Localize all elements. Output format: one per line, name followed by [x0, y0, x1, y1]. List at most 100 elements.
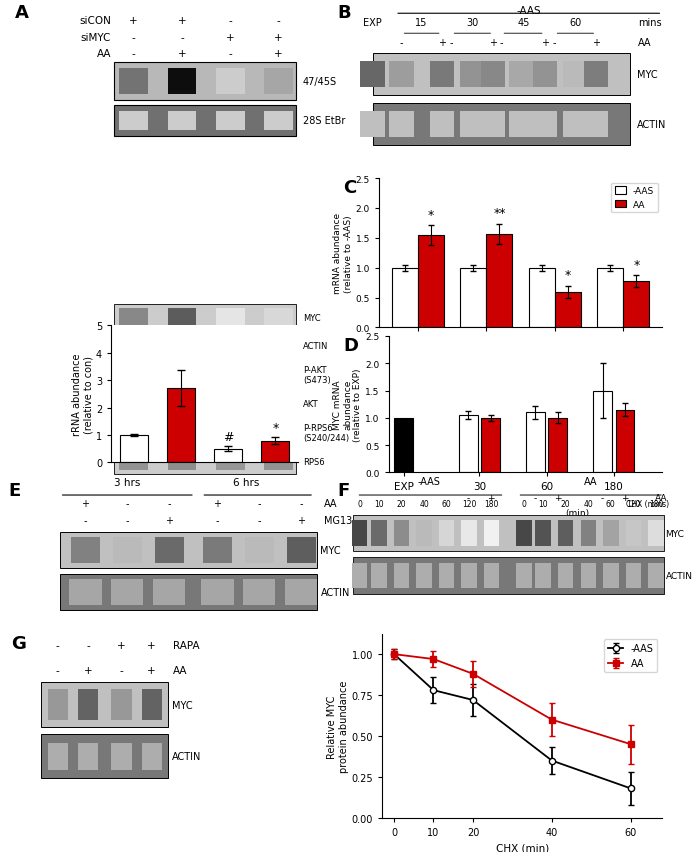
Bar — [458, 416, 477, 473]
Bar — [287, 538, 316, 563]
Text: 30: 30 — [466, 18, 479, 28]
Text: +: + — [489, 37, 497, 48]
Bar — [548, 418, 567, 473]
Text: -: - — [258, 515, 261, 526]
Text: 0: 0 — [522, 499, 526, 509]
Text: AA: AA — [323, 498, 337, 509]
Bar — [167, 308, 197, 326]
Text: ACTIN: ACTIN — [321, 587, 350, 597]
Text: -AAS: -AAS — [417, 476, 440, 486]
Text: -: - — [125, 515, 129, 526]
Text: +: + — [130, 16, 138, 26]
Text: -: - — [56, 640, 60, 650]
Bar — [216, 69, 245, 95]
Bar — [264, 395, 293, 413]
Bar — [626, 563, 641, 588]
Bar — [352, 563, 368, 588]
Bar — [167, 389, 195, 463]
Bar — [430, 112, 454, 138]
Y-axis label: Relative MYC
protein abundance: Relative MYC protein abundance — [327, 680, 349, 773]
Bar — [372, 104, 630, 146]
Bar — [360, 112, 384, 138]
Bar — [481, 112, 505, 138]
Bar — [114, 419, 296, 446]
Text: 6 hrs: 6 hrs — [233, 478, 260, 487]
Text: +: + — [297, 515, 305, 526]
Bar — [394, 418, 413, 473]
Text: 3 hrs: 3 hrs — [114, 478, 141, 487]
X-axis label: CHX (min): CHX (min) — [496, 843, 549, 852]
Bar — [584, 61, 608, 88]
Text: -: - — [300, 498, 303, 509]
Bar — [167, 112, 197, 130]
Bar — [111, 743, 132, 770]
Text: 15: 15 — [414, 18, 427, 28]
Text: 60: 60 — [569, 18, 582, 28]
Text: -: - — [553, 37, 556, 48]
Text: ACTIN: ACTIN — [172, 751, 201, 762]
Text: +: + — [214, 498, 221, 509]
Bar — [533, 112, 557, 138]
Text: *: * — [428, 208, 434, 222]
Text: -: - — [180, 32, 184, 43]
Bar — [516, 563, 531, 588]
Text: -: - — [228, 49, 232, 59]
Bar — [114, 448, 296, 475]
Text: (min): (min) — [566, 509, 590, 517]
Text: 20: 20 — [397, 499, 406, 509]
Bar — [119, 366, 148, 384]
Bar — [580, 563, 596, 588]
Bar — [60, 574, 317, 611]
Y-axis label: MYC mRNA
abundance
(relative to EXP): MYC mRNA abundance (relative to EXP) — [332, 368, 363, 441]
Bar — [558, 563, 573, 588]
Text: -: - — [86, 640, 90, 650]
Bar — [167, 395, 197, 413]
Bar — [648, 563, 664, 588]
Text: MYC: MYC — [666, 529, 685, 538]
Y-axis label: rRNA abundance
(relative to con): rRNA abundance (relative to con) — [71, 354, 93, 435]
Text: **: ** — [494, 207, 505, 220]
Bar — [416, 521, 432, 546]
Bar — [216, 366, 245, 384]
Text: +: + — [274, 49, 283, 59]
Bar — [202, 579, 234, 605]
Text: ACTIN: ACTIN — [302, 342, 328, 351]
Bar — [264, 69, 293, 95]
Bar — [264, 308, 293, 326]
Bar — [481, 61, 505, 88]
Text: *: * — [565, 269, 571, 282]
Text: -: - — [216, 515, 219, 526]
Text: +: + — [147, 640, 156, 650]
Text: -: - — [258, 498, 261, 509]
Bar — [155, 538, 183, 563]
Text: MYC: MYC — [321, 545, 341, 556]
Bar — [119, 452, 148, 470]
Text: MYC: MYC — [172, 699, 193, 710]
Bar — [564, 61, 587, 88]
Text: RAPA: RAPA — [174, 640, 200, 650]
Bar — [564, 112, 587, 138]
Text: +: + — [226, 32, 234, 43]
Text: 40: 40 — [583, 499, 593, 509]
Bar — [119, 69, 148, 95]
Text: +: + — [274, 32, 283, 43]
Text: +: + — [117, 640, 126, 650]
Bar — [71, 538, 100, 563]
Bar — [481, 418, 500, 473]
Bar — [394, 563, 410, 588]
Bar — [120, 435, 148, 463]
Bar — [371, 521, 386, 546]
Text: 0: 0 — [357, 499, 362, 509]
Bar — [418, 236, 444, 328]
Text: 10: 10 — [374, 499, 384, 509]
Text: *: * — [272, 422, 279, 435]
Text: 10: 10 — [538, 499, 548, 509]
Bar — [167, 452, 197, 470]
Text: -AAS: -AAS — [517, 6, 541, 16]
Text: AKT: AKT — [302, 400, 318, 408]
Text: 120: 120 — [462, 499, 476, 509]
Text: 180: 180 — [484, 499, 499, 509]
Text: +: + — [541, 37, 549, 48]
Text: G: G — [11, 635, 26, 653]
Bar — [114, 362, 296, 389]
